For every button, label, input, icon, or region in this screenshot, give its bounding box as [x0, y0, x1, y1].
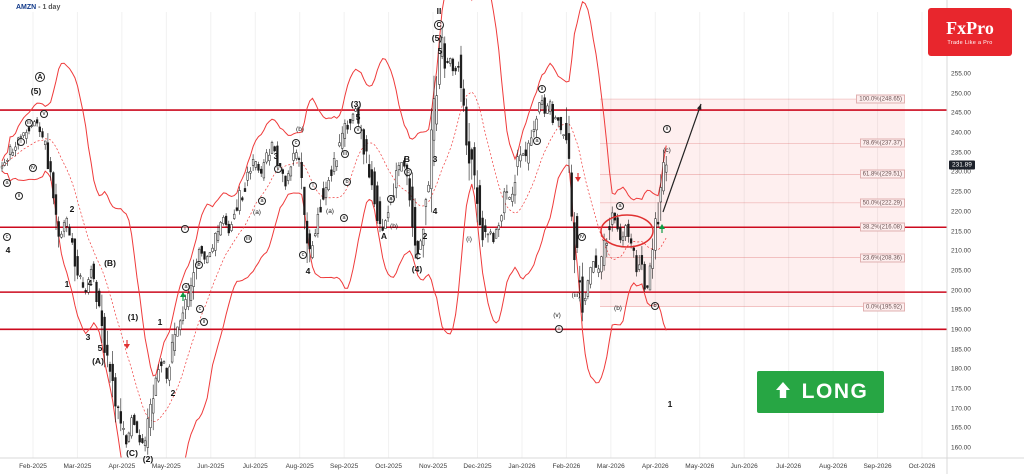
symbol-text: AMZN [16, 4, 37, 11]
long-signal-label: LONG [801, 380, 869, 403]
fxpro-logo: FxPro Trade Like a Pro [928, 8, 1012, 56]
long-up-arrow-icon [773, 380, 793, 405]
fxpro-logo-subtitle: Trade Like a Pro [947, 39, 993, 46]
timeframe-text: - 1 day [36, 4, 61, 11]
long-signal-banner: LONG [757, 371, 884, 413]
fxpro-logo-title: FxPro [946, 17, 994, 38]
symbol-timeframe-label: AMZN - 1 day [16, 4, 60, 11]
